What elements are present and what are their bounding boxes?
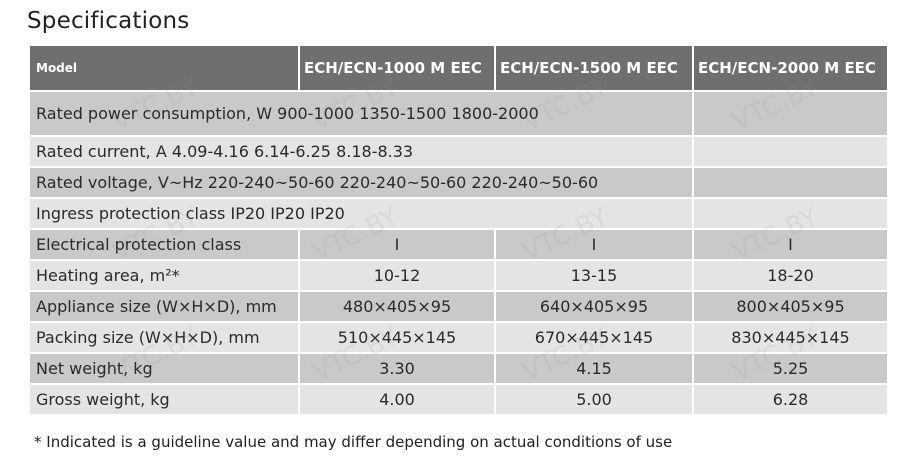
- cell: 830×445×145: [692, 321, 889, 353]
- cell: 4.00: [298, 383, 496, 414]
- row-text: Ingress protection class IP20 IP20 IP20: [28, 197, 694, 229]
- cell: 6.28: [692, 383, 889, 414]
- header-model-2000: ECH/ECN-2000 M EEC: [692, 44, 889, 91]
- table-row: Rated current, A 4.09-4.16 6.14-6.25 8.1…: [28, 135, 889, 167]
- table-row: Electrical protection class I I I: [28, 228, 889, 260]
- table-header: Model ECH/ECN-1000 M EEC ECH/ECN-1500 M …: [28, 44, 889, 91]
- row-label: Heating area, m²*: [28, 259, 300, 291]
- empty-cell: [692, 135, 889, 167]
- table-row: Appliance size (W×H×D), mm 480×405×95 640×…: [28, 290, 889, 322]
- row-text: Rated current, A 4.09-4.16 6.14-6.25 8.1…: [28, 135, 694, 167]
- row-text: Rated power consumption, W 900-1000 1350…: [28, 90, 694, 136]
- cell: 3.30: [298, 352, 496, 384]
- cell: I: [298, 228, 496, 260]
- page-title: Specifications: [27, 8, 190, 34]
- row-label: Gross weight, kg: [28, 383, 300, 414]
- table-row: Net weight, kg 3.30 4.15 5.25: [28, 352, 889, 384]
- empty-cell: [692, 90, 889, 136]
- header-model-1500: ECH/ECN-1500 M EEC: [494, 44, 694, 91]
- table-row: Rated voltage, V~Hz 220-240~50-60 220-24…: [28, 166, 889, 198]
- header-model-1000: ECH/ECN-1000 M EEC: [298, 44, 496, 91]
- footnote: * Indicated is a guideline value and may…: [34, 433, 673, 451]
- cell: 800×405×95: [692, 290, 889, 322]
- cell: 480×405×95: [298, 290, 496, 322]
- table-row: Packing size (W×H×D), mm 510×445×145 670×4…: [28, 321, 889, 353]
- header-model: Model: [28, 44, 300, 91]
- empty-cell: [692, 197, 889, 229]
- table-row: Gross weight, kg 4.00 5.00 6.28: [28, 383, 889, 414]
- table-row: Heating area, m²* 10-12 13-15 18-20: [28, 259, 889, 291]
- cell: 5.25: [692, 352, 889, 384]
- specifications-table: Model ECH/ECN-1000 M EEC ECH/ECN-1500 M …: [28, 44, 889, 414]
- cell: 640×405×95: [494, 290, 694, 322]
- table-row: Ingress protection class IP20 IP20 IP20: [28, 197, 889, 229]
- cell: 5.00: [494, 383, 694, 414]
- cell: I: [494, 228, 694, 260]
- cell: 510×445×145: [298, 321, 496, 353]
- cell: 18-20: [692, 259, 889, 291]
- row-label: Net weight, kg: [28, 352, 300, 384]
- cell: I: [692, 228, 889, 260]
- row-label: Packing size (W×H×D), mm: [28, 321, 300, 353]
- cell: 10-12: [298, 259, 496, 291]
- row-label: Appliance size (W×H×D), mm: [28, 290, 300, 322]
- cell: 13-15: [494, 259, 694, 291]
- cell: 4.15: [494, 352, 694, 384]
- cell: 670×445×145: [494, 321, 694, 353]
- row-text: Rated voltage, V~Hz 220-240~50-60 220-24…: [28, 166, 694, 198]
- row-label: Electrical protection class: [28, 228, 300, 260]
- table-row: Rated power consumption, W 900-1000 1350…: [28, 90, 889, 136]
- empty-cell: [692, 166, 889, 198]
